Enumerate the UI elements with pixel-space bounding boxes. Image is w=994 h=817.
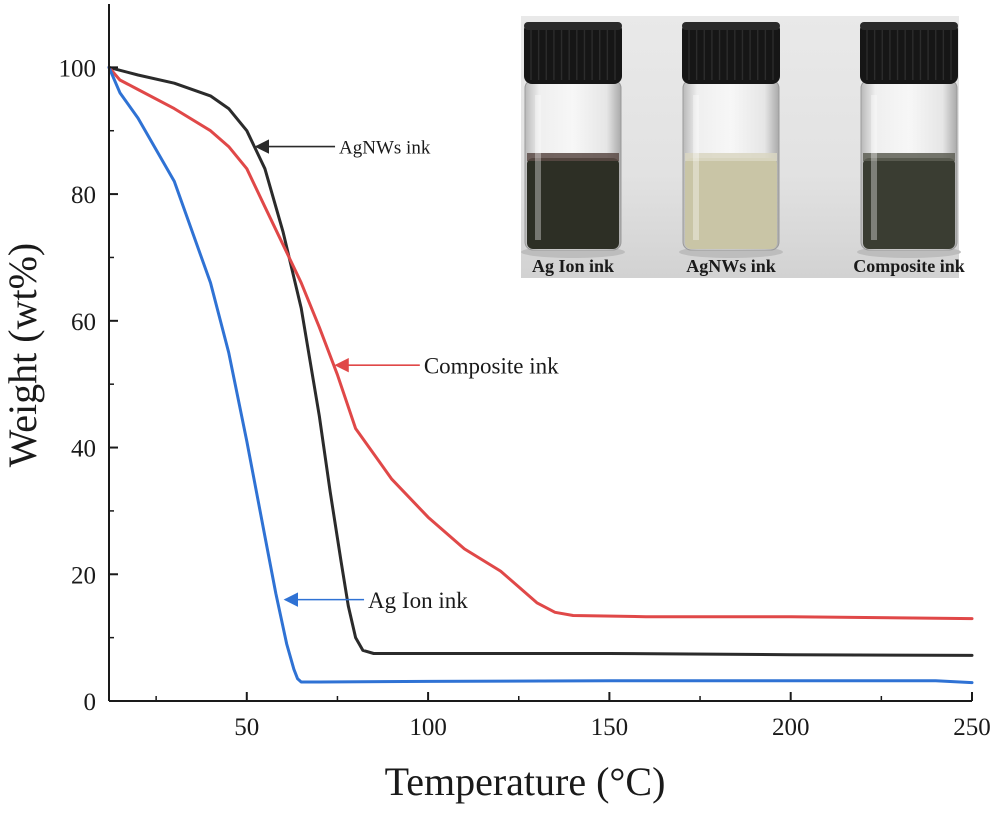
inset-photo: Ag Ion ink AgNWs ink Composite ink	[521, 16, 965, 278]
axes-layer	[108, 4, 972, 702]
vial-liquid	[863, 158, 955, 249]
vial-meniscus	[685, 153, 777, 161]
vial-label-0: Ag Ion ink	[532, 256, 614, 276]
x-tick-label-250: 250	[953, 714, 991, 741]
y-tick-label-40: 40	[71, 436, 96, 463]
vial-cap	[682, 22, 780, 84]
vial-cap-top	[682, 22, 780, 30]
ticks-layer: 50 100 150 200 250 0 20 40 60 80 100	[59, 55, 991, 741]
vial-highlight	[535, 95, 541, 240]
vial-0	[521, 22, 625, 258]
x-tick-label-200: 200	[772, 714, 810, 741]
vial-liquid	[527, 158, 619, 249]
series-line-2	[107, 65, 974, 685]
series-line-0	[107, 65, 974, 657]
y-tick-label-60: 60	[71, 309, 96, 336]
vial-2	[857, 22, 961, 258]
x-tick-label-100: 100	[409, 714, 447, 741]
vial-meniscus	[863, 153, 955, 161]
annotation-label-1: Composite ink	[424, 353, 559, 378]
vial-highlight	[693, 95, 699, 240]
vial-label-2: Composite ink	[853, 256, 965, 276]
series-line-1	[107, 65, 974, 621]
annotation-label-0: AgNWs ink	[339, 137, 431, 158]
annotation-label-2: Ag Ion ink	[368, 588, 468, 613]
x-axis-label: Temperature (°C)	[385, 759, 666, 804]
vial-cap	[860, 22, 958, 84]
vial-cap-top	[524, 22, 622, 30]
series-layer	[107, 65, 974, 685]
y-tick-label-80: 80	[71, 182, 96, 209]
y-tick-label-20: 20	[71, 562, 96, 589]
vial-1	[679, 22, 783, 258]
y-tick-label-0: 0	[84, 689, 97, 716]
vial-meniscus	[527, 153, 619, 161]
vial-label-1: AgNWs ink	[686, 256, 776, 276]
vial-highlight	[871, 95, 877, 240]
annotation-layer: AgNWs ink Composite ink Ag Ion ink	[254, 137, 559, 613]
vial-cap	[524, 22, 622, 84]
y-axis-label: Weight (wt%)	[0, 243, 45, 468]
y-tick-label-100: 100	[59, 55, 97, 82]
vial-cap-top	[860, 22, 958, 30]
x-tick-label-150: 150	[591, 714, 629, 741]
vial-liquid	[685, 158, 777, 249]
x-tick-label-50: 50	[234, 714, 259, 741]
